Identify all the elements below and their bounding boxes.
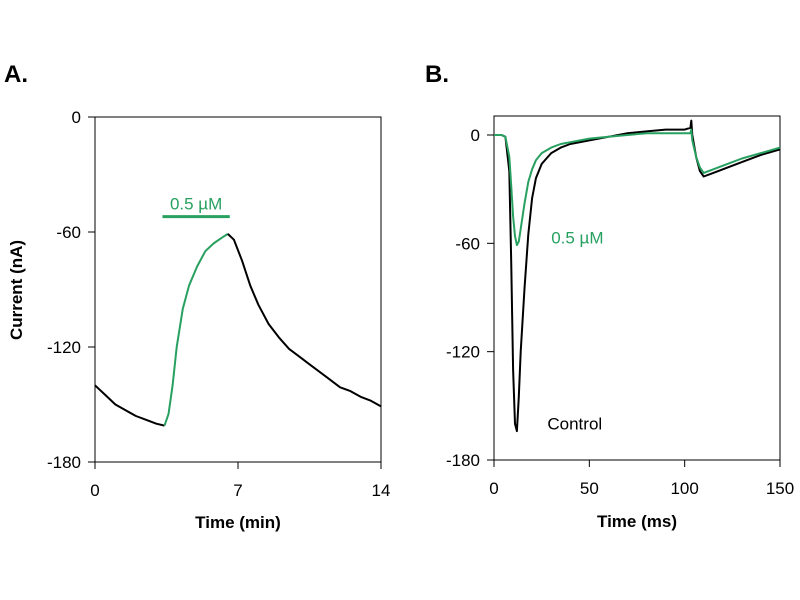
panel-a-series: [94, 233, 382, 427]
series-line-control: [227, 233, 382, 408]
panel-a-y-axis-title: Current (nA): [7, 240, 26, 340]
panel-b-x-axis-title: Time (ms): [597, 512, 677, 531]
x-tick-label: 100: [670, 479, 698, 498]
x-tick-label: 0: [90, 481, 99, 500]
panel-b-x-axis: 0 50 100 150: [489, 460, 794, 498]
y-tick-label: -180: [47, 453, 81, 472]
panel-a-label: A.: [4, 61, 28, 88]
y-tick-label: -60: [56, 223, 81, 242]
x-tick-label: 50: [580, 479, 599, 498]
panel-a-y-axis: 0 -60 -120 -180: [47, 108, 95, 472]
series-line-control: [494, 119, 781, 433]
panel-b-plot-frame: [493, 115, 781, 461]
panel-b-annotations: 0.5 µM Control: [547, 228, 603, 433]
series-label: 0.5 µM: [551, 228, 603, 247]
y-tick-label: -180: [446, 451, 480, 470]
x-tick-label: 7: [233, 481, 242, 500]
series-label: Control: [547, 414, 602, 433]
panel-b-label: B.: [425, 61, 449, 88]
y-tick-label: 0: [471, 126, 480, 145]
x-tick-label: 14: [372, 481, 391, 500]
panel-a-annotations: 0.5 µM: [162, 195, 230, 219]
application-label: 0.5 µM: [170, 195, 222, 214]
panel-b-y-axis: 0 -60 -120 -180: [446, 126, 494, 470]
series-line-drug: [494, 128, 781, 247]
y-tick-label: -120: [47, 338, 81, 357]
y-tick-label: 0: [72, 108, 81, 127]
x-tick-label: 150: [766, 479, 794, 498]
x-tick-label: 0: [489, 479, 498, 498]
panel-a: A. 0 -60 -120 -180 0 7 14 0.5 µM Time (min) C…: [4, 61, 390, 532]
y-tick-label: -120: [446, 343, 480, 362]
panel-b: B. 0-60-120-180 0 50 100 150 0.5 µMControl …: [425, 61, 794, 531]
series-line-drug: [163, 233, 229, 426]
panel-a-x-axis: 0 7 14: [90, 462, 390, 500]
y-tick-label: -60: [455, 234, 480, 253]
panel-a-plot-frame: [94, 116, 382, 463]
panel-a-x-axis-title: Time (min): [195, 513, 281, 532]
panel-b-series: [494, 119, 781, 433]
series-line-control: [94, 384, 165, 427]
